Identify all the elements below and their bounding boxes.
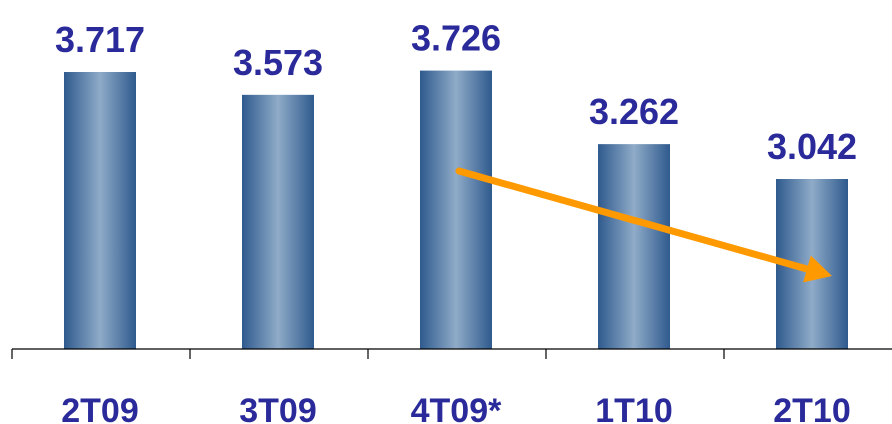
value-label: 3.042 bbox=[767, 126, 857, 167]
value-label: 3.573 bbox=[233, 42, 323, 83]
trend-arrow-shaft bbox=[455, 167, 811, 273]
category-label: 2T09 bbox=[61, 392, 139, 424]
category-label: 2T10 bbox=[773, 392, 851, 424]
value-label: 3.262 bbox=[589, 91, 679, 132]
bar-4t09star bbox=[420, 70, 492, 349]
category-label: 1T10 bbox=[595, 392, 673, 424]
bar-1t10 bbox=[598, 144, 670, 349]
value-label: 3.717 bbox=[55, 19, 145, 60]
bar-2t09 bbox=[64, 72, 136, 349]
trend-arrow-head bbox=[803, 255, 832, 283]
category-label: 4T09* bbox=[411, 392, 502, 424]
bar-3t09 bbox=[242, 94, 314, 349]
category-label: 3T09 bbox=[239, 392, 317, 424]
value-label: 3.726 bbox=[411, 18, 501, 59]
